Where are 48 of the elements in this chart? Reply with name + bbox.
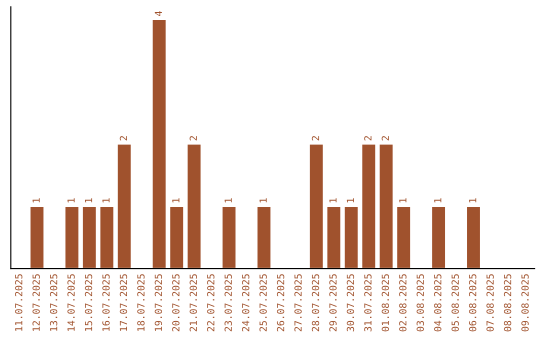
x-tick-label: 04.08.2025 bbox=[434, 274, 442, 332]
x-tick-label: 15.07.2025 bbox=[84, 274, 92, 331]
x-tick-label: 14.07.2025 bbox=[67, 274, 75, 331]
data-label: 2 bbox=[364, 136, 372, 140]
data-label: 1 bbox=[346, 198, 354, 202]
x-tick-label: 18.07.2025 bbox=[137, 274, 145, 331]
x-tick-label: 02.08.2025 bbox=[399, 274, 406, 332]
x-tick-label: 08.08.2025 bbox=[504, 274, 512, 332]
data-label: 1 bbox=[84, 198, 92, 202]
x-tick-label: 21.07.2025 bbox=[190, 274, 197, 332]
x-tick-label: 01.08.2025 bbox=[382, 274, 390, 332]
x-tick-label: 30.07.2025 bbox=[346, 274, 354, 332]
data-label: 1 bbox=[224, 198, 232, 202]
x-tick-label: 06.08.2025 bbox=[468, 274, 476, 332]
data-label: 1 bbox=[102, 198, 110, 202]
x-tick-label: 22.07.2025 bbox=[207, 274, 214, 332]
data-label: 1 bbox=[434, 198, 442, 202]
x-tick-label: 11.07.2025 bbox=[15, 274, 22, 331]
x-tick-label: 03.08.2025 bbox=[416, 274, 424, 332]
data-label: 1 bbox=[172, 198, 180, 202]
data-label: 1 bbox=[32, 198, 40, 202]
data-label: 2 bbox=[120, 136, 127, 140]
data-label: 1 bbox=[68, 198, 75, 202]
data-label: 1 bbox=[469, 198, 476, 202]
x-tick-label: 28.07.2025 bbox=[312, 274, 320, 332]
x-tick-label: 12.07.2025 bbox=[32, 274, 40, 331]
data-label: 1 bbox=[329, 198, 337, 202]
x-tick-label: 17.07.2025 bbox=[120, 274, 128, 331]
x-tick-label: 20.07.2025 bbox=[172, 274, 180, 332]
data-label: 1 bbox=[399, 198, 406, 202]
x-tick-label: 07.08.2025 bbox=[486, 274, 494, 332]
data-label: 2 bbox=[312, 136, 320, 140]
x-tick-label: 09.08.2025 bbox=[521, 274, 529, 332]
x-tick-label: 31.07.2025 bbox=[364, 274, 372, 332]
x-tick-label: 24.07.2025 bbox=[242, 274, 250, 332]
x-tick-label: 29.07.2025 bbox=[329, 274, 337, 332]
x-tick-label: 23.07.2025 bbox=[224, 274, 232, 332]
data-label: 2 bbox=[382, 136, 389, 140]
x-tick-label: 25.07.2025 bbox=[259, 274, 267, 332]
data-label: 4 bbox=[154, 11, 162, 16]
x-tick-label: 27.07.2025 bbox=[294, 274, 302, 332]
x-tick-label: 05.08.2025 bbox=[452, 274, 459, 332]
x-tick-label: 19.07.2025 bbox=[154, 274, 162, 331]
x-tick-label: 26.07.2025 bbox=[276, 274, 284, 332]
data-label: 1 bbox=[260, 198, 267, 202]
x-tick-label: 16.07.2025 bbox=[102, 274, 110, 331]
x-tick-label: 13.07.2025 bbox=[50, 274, 58, 331]
data-label: 2 bbox=[190, 136, 197, 140]
